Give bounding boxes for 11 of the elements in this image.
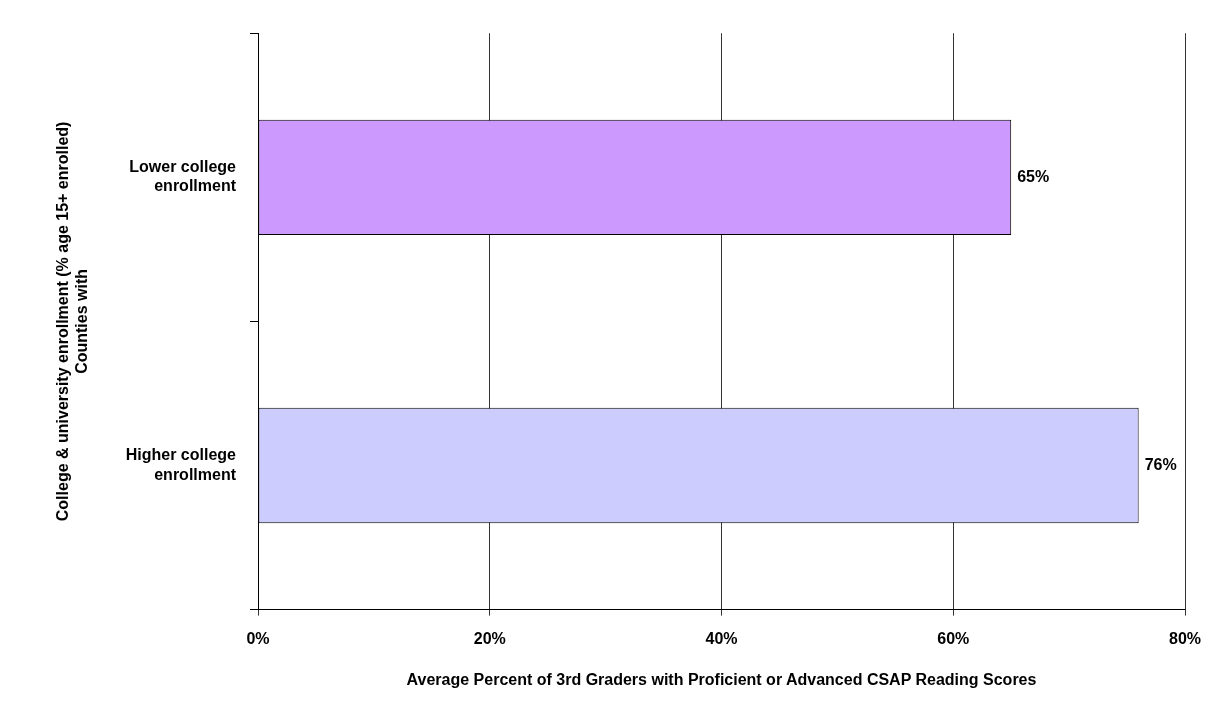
x-tick-label: 0% — [246, 629, 270, 647]
data-label: 65% — [1017, 167, 1050, 185]
y-axis-title: College & university enrollment (% age 15+ enrolled) Counties with — [54, 121, 91, 522]
x-tick-label: 80% — [1168, 629, 1202, 647]
x-tick-label: 60% — [937, 629, 970, 647]
data-label: 76% — [1144, 455, 1177, 473]
y-tick-label: Lower college enrollment — [129, 158, 237, 195]
x-axis-title: Average Percent of 3rd Graders with Proficient or Advanced CSAP Reading Scores — [406, 670, 1037, 688]
y-tick-label: Higher college enrollment — [125, 446, 237, 483]
x-tick-label: 20% — [473, 629, 506, 647]
x-tick-label: 40% — [705, 629, 738, 647]
